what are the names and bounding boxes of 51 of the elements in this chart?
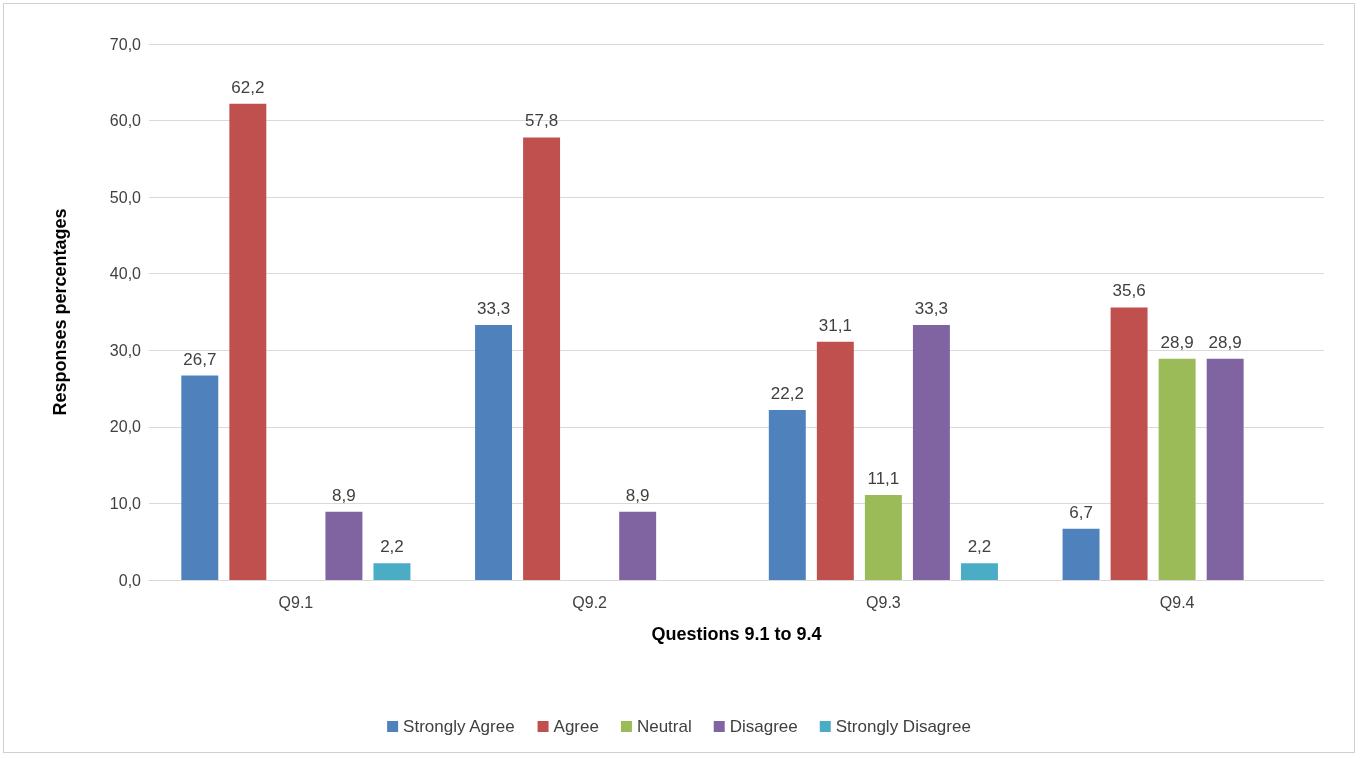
x-tick-label: Q9.3: [866, 593, 901, 611]
y-tick-label: 70,0: [109, 35, 142, 53]
bar: [960, 563, 998, 580]
data-label: 2,2: [380, 537, 404, 557]
bar: [229, 103, 267, 580]
x-tick-label: Q9.1: [278, 593, 314, 611]
legend-label: Agree: [553, 717, 599, 736]
data-label: 28,9: [1160, 332, 1194, 352]
bar: [181, 375, 219, 580]
bar: [1110, 307, 1148, 580]
data-label: 6,7: [1069, 502, 1093, 522]
x-tick-label: Q9.2: [572, 593, 608, 611]
data-label: 57,8: [525, 111, 559, 131]
data-label: 33,3: [914, 299, 948, 319]
bar: [768, 410, 806, 580]
bar: [864, 495, 902, 580]
y-tick-label: 10,0: [109, 494, 142, 512]
bar: [475, 325, 513, 580]
data-label: 62,2: [231, 77, 265, 97]
bar: [816, 341, 854, 580]
y-tick-label: 30,0: [109, 341, 142, 359]
data-label: 35,6: [1112, 281, 1146, 301]
bar: [1158, 358, 1196, 580]
legend-label: Neutral: [636, 717, 692, 736]
bar: [523, 137, 561, 580]
bar: [619, 511, 657, 580]
data-label: 28,9: [1208, 332, 1242, 352]
bar: [325, 511, 363, 580]
y-tick-label: 40,0: [109, 265, 142, 283]
data-label: 8,9: [332, 485, 356, 505]
data-label: 31,1: [818, 315, 852, 335]
y-tick-label: 50,0: [109, 188, 142, 206]
x-tick-label: Q9.4: [1159, 593, 1195, 611]
legend-label: Strongly Disagree: [835, 717, 971, 736]
bar: [912, 325, 950, 580]
bar: [1206, 358, 1244, 580]
y-tick-label: 60,0: [109, 112, 142, 130]
y-tick-label: 20,0: [109, 418, 142, 436]
data-label: 33,3: [476, 299, 511, 319]
y-axis-title: Responses percentages: [50, 208, 70, 416]
data-label: 26,7: [183, 349, 217, 369]
legend-label: Strongly Agree: [403, 717, 515, 736]
y-tick-label: 0,0: [118, 571, 142, 589]
bar: [1062, 528, 1100, 580]
x-axis-title: Questions 9.1 to 9.4: [651, 624, 822, 644]
data-label: 2,2: [967, 537, 992, 557]
data-label: 8,9: [625, 485, 650, 505]
data-label: 22,2: [770, 384, 804, 404]
legend-label: Disagree: [729, 717, 798, 736]
data-label: 11,1: [867, 469, 900, 489]
bar: [373, 563, 411, 580]
